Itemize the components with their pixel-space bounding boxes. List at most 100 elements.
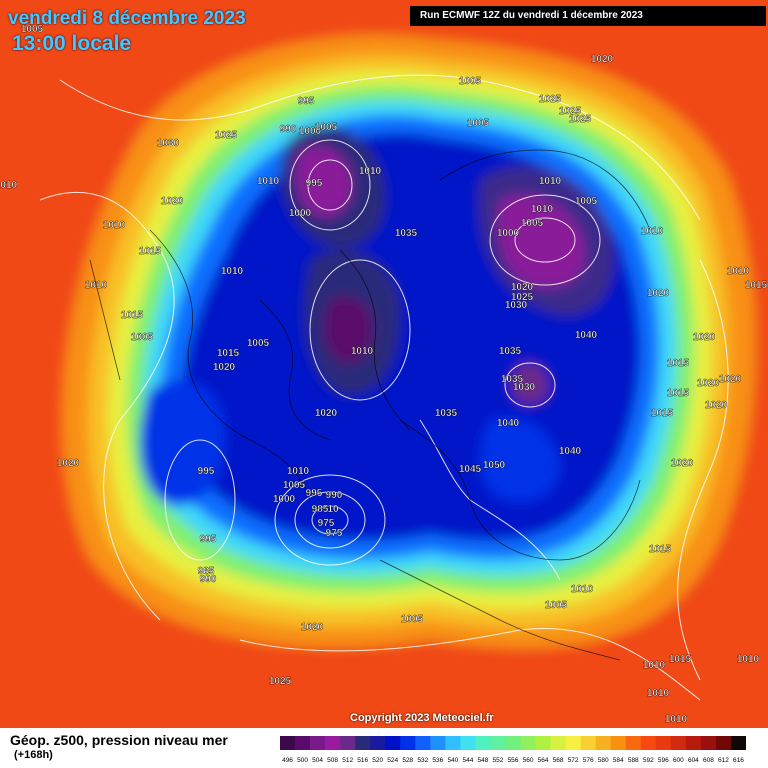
color-scale-tick: 596: [658, 757, 669, 764]
color-scale-tick: 528: [402, 757, 413, 764]
color-scale-tick: 508: [327, 757, 338, 764]
isobar-label: 1020: [213, 362, 236, 373]
color-swatch: [460, 736, 476, 750]
isobar-label: 1025: [511, 292, 534, 303]
isobar-label: 1035: [395, 228, 418, 239]
isobar-label: 1005: [459, 76, 482, 87]
isobar-label: 1015: [667, 358, 690, 369]
color-scale-tick: 524: [387, 757, 398, 764]
isobar-label: 1010: [287, 466, 310, 477]
isobar-label: 990: [326, 490, 343, 501]
color-scale-tick: 532: [417, 757, 428, 764]
isobar-label: 995: [306, 178, 323, 189]
isobar-label: 1020: [705, 400, 728, 411]
isobar-label: 1025: [569, 114, 592, 125]
isobar-labels: 1005101010301025995990100010059951010101…: [0, 24, 768, 725]
isobar-label: 1010: [539, 176, 562, 187]
isobar-label: 1035: [501, 374, 524, 385]
isobar-label: 1020: [315, 408, 338, 419]
isobar-label: 1010: [85, 280, 108, 291]
isobar-label: 1005: [315, 122, 338, 133]
isobar-label: 1025: [215, 130, 238, 141]
isobars: [39, 74, 729, 701]
isobar-label: 1010: [0, 180, 18, 191]
isobar-label: 1015: [745, 280, 768, 291]
isobar-label: 1005: [131, 332, 154, 343]
color-swatch: [520, 736, 536, 750]
color-scale-tick: 544: [462, 757, 473, 764]
color-scale-tick: 600: [673, 757, 684, 764]
isobar-label: 1020: [671, 458, 694, 469]
color-swatch: [535, 736, 551, 750]
color-scale-tick: 608: [703, 757, 714, 764]
color-scale-tick: 612: [718, 757, 729, 764]
isobar-label: 1000: [497, 228, 520, 239]
isobar-label: 1005: [545, 600, 568, 611]
color-scale-tick: 572: [568, 757, 579, 764]
color-scale-tick: 604: [688, 757, 699, 764]
isobar-label: 975: [318, 518, 335, 529]
color-swatch: [550, 736, 566, 750]
isobar-label: 1010: [351, 346, 374, 357]
color-swatch: [670, 736, 687, 750]
color-swatch: [340, 736, 356, 750]
isobar-label: 1010: [737, 654, 760, 665]
isobar-label: 1020: [719, 374, 742, 385]
isobar-label: 1015: [667, 388, 690, 399]
isobar-label: 1010: [221, 266, 244, 277]
color-scale-tick: 496: [282, 757, 293, 764]
color-scale-tick: 560: [523, 757, 534, 764]
isobar-label: 1040: [575, 330, 598, 341]
isobar-label: 990: [200, 574, 217, 585]
isobar-label: 1015: [651, 408, 674, 419]
isobar-label: 1010: [647, 688, 670, 699]
isobar-label: 1010: [531, 204, 554, 215]
isobar-label: 1045: [459, 464, 482, 475]
isobar-label: 1005: [467, 118, 490, 129]
isobar-label: 1005: [401, 614, 424, 625]
isobar-label: 1025: [559, 106, 582, 117]
color-swatch: [565, 736, 581, 750]
isobar-label: 995: [198, 466, 215, 477]
run-info: Run ECMWF 12Z du vendredi 1 décembre 202…: [410, 6, 766, 26]
color-swatch: [580, 736, 596, 750]
isobar-label: 1030: [157, 138, 180, 149]
color-swatch: [400, 736, 416, 750]
color-swatch: [280, 736, 296, 750]
isobar-label: 1020: [511, 282, 534, 293]
isobar-label: 1000: [289, 208, 312, 219]
color-swatch: [370, 736, 386, 750]
color-scale-tick: 500: [297, 757, 308, 764]
color-swatch: [505, 736, 521, 750]
isobar-label: 1020: [301, 622, 324, 633]
color-scale-tick: 580: [598, 757, 609, 764]
color-scale-tick: 520: [372, 757, 383, 764]
isobar-label: 1005: [247, 338, 270, 349]
color-scale-tick: 576: [583, 757, 594, 764]
color-swatch: [325, 736, 341, 750]
color-scale-tick: 548: [478, 757, 489, 764]
isobar-label: 1020: [693, 332, 716, 343]
isobar-label: 1015: [121, 310, 144, 321]
isobar-label: 1020: [57, 458, 80, 469]
color-scale-tick: 568: [553, 757, 564, 764]
isobar-label: 985: [198, 566, 215, 577]
isobar-label: 1010: [665, 714, 688, 725]
geopotential-field: [0, 0, 768, 728]
isobar-label: 995: [298, 96, 315, 107]
color-scale-tick: 504: [312, 757, 323, 764]
isobar-label: 1020: [591, 54, 614, 65]
isobar-label: 10: [327, 504, 339, 515]
isobar-label: 1010: [727, 266, 750, 277]
isobar-label: 1005: [521, 218, 544, 229]
coastlines: [89, 149, 651, 661]
isobar-label: 1005: [21, 24, 44, 35]
color-swatch: [355, 736, 371, 750]
isobar-label: 1040: [497, 418, 520, 429]
color-swatch: [490, 736, 506, 750]
isobar-label: 1025: [269, 676, 292, 687]
isobar-label: 1010: [643, 660, 666, 671]
color-swatch: [295, 736, 311, 750]
isobar-label: 1050: [483, 460, 506, 471]
isobar-label: 1035: [499, 346, 522, 357]
